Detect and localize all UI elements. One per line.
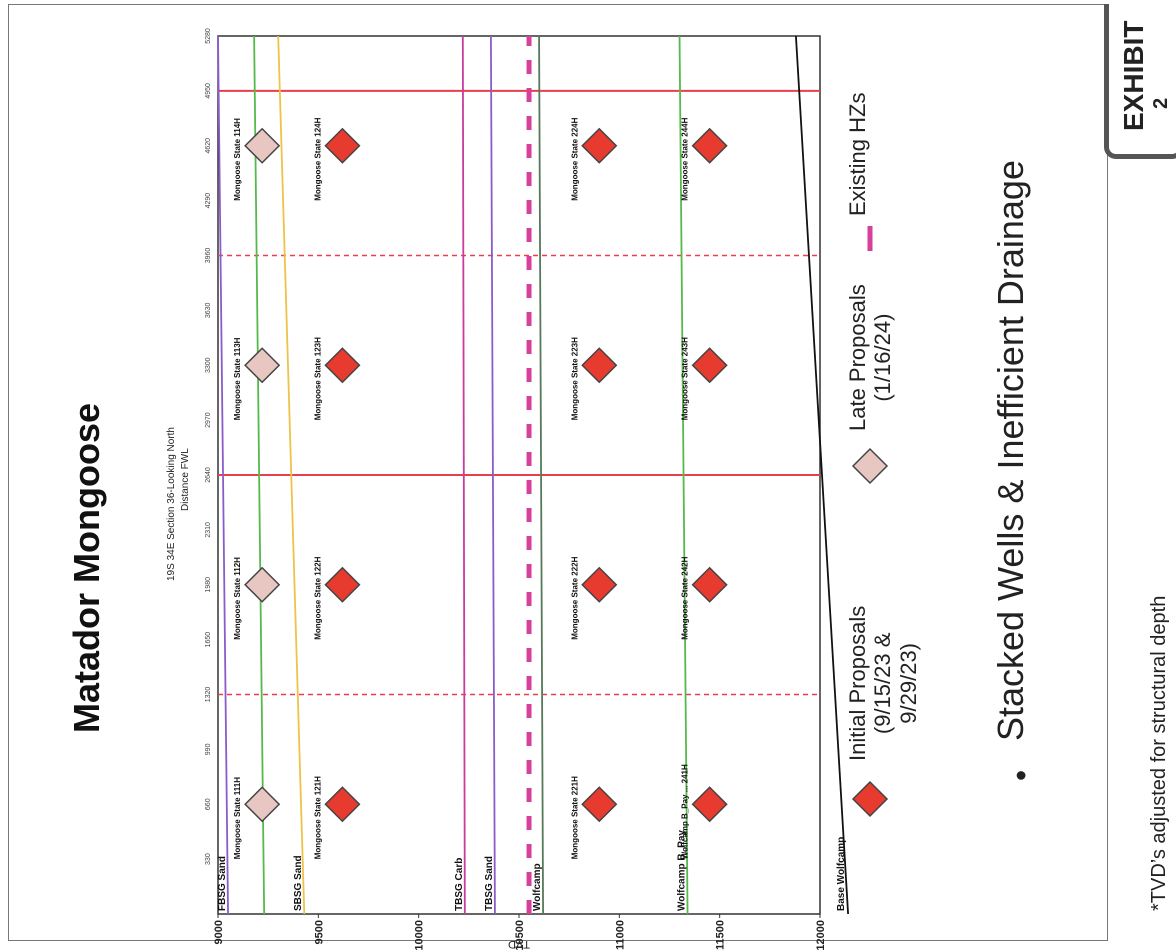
initial-proposal-marker [324, 786, 361, 823]
formation-line [217, 35, 229, 915]
well-label: Mongoose State 243H [681, 337, 690, 420]
x-tick-label: 990 [205, 743, 212, 755]
x-tick-label: 4950 [205, 83, 212, 99]
legend-late-marker [851, 447, 889, 485]
formation-line [795, 35, 849, 915]
well-label: Mongoose State 114H [233, 118, 242, 201]
late-proposal-marker [244, 566, 281, 603]
well-label: Mongoose State 112H [233, 557, 242, 640]
x-tick-label: 660 [205, 798, 212, 810]
initial-proposal-marker [324, 347, 361, 384]
initial-proposal-marker [324, 566, 361, 603]
well-label: Mongoose State 221H [570, 776, 579, 859]
well-label: Mongoose State 223H [570, 337, 579, 420]
late-proposal-marker [244, 127, 281, 164]
formation-line [277, 35, 306, 915]
y-tick-label: 11000 [614, 920, 626, 950]
legend-initial-line3: 9/29/23) [895, 642, 921, 724]
bullet-text: Stacked Wells & Inefficient Drainage [990, 160, 1031, 741]
x-tick-label: 4620 [205, 138, 212, 154]
well-label: Wolfcamp B_Pay ... 241H [681, 764, 690, 859]
formation-line [490, 35, 496, 915]
late-proposal-marker [244, 347, 281, 384]
x-tick-label: 3960 [205, 248, 212, 264]
legend-initial-proposals: Initial Proposals (9/15/23 & 9/29/23) [845, 606, 921, 761]
initial-proposal-marker [581, 566, 618, 603]
legend-initial-marker [851, 780, 889, 818]
y-tick-label: 10000 [414, 920, 426, 951]
y-tick-label: 9500 [313, 920, 325, 944]
x-tick-label: 4290 [205, 193, 212, 209]
bullet-dot: • [1003, 769, 1039, 781]
y-tick-label: 12000 [815, 920, 827, 951]
x-tick-label: 1320 [205, 687, 212, 703]
formation-line [461, 35, 466, 915]
initial-proposal-marker [691, 347, 728, 384]
formation-line [253, 35, 266, 915]
y-axis-label: TVD [508, 938, 530, 950]
well-label: Mongoose State 113H [233, 337, 242, 420]
formation-label: FBSG Sand [217, 856, 228, 911]
well-label: Mongoose State 242H [681, 556, 690, 639]
x-tick-label: 330 [205, 853, 212, 865]
well-label: Mongoose State 123H [313, 337, 322, 420]
x-tick-label: 3630 [205, 302, 212, 318]
y-tick-label: 10500 [514, 920, 526, 951]
x-tick-label: 5280 [205, 28, 212, 44]
exhibit-mark: 2 [1150, 97, 1172, 109]
late-proposal-marker [244, 786, 281, 823]
initial-proposal-marker [581, 127, 618, 164]
formation-line [678, 35, 689, 915]
well-label: Mongoose State 222H [570, 556, 579, 639]
x-tick-label: 3300 [205, 357, 212, 373]
well-label: Mongoose State 244H [681, 117, 690, 200]
initial-proposal-marker [324, 127, 361, 164]
initial-proposal-marker [581, 347, 618, 384]
formation-label: TBSG Sand [484, 856, 495, 911]
formation-label: TBSG Carb [454, 858, 465, 911]
x-tick-label: 1980 [205, 577, 212, 593]
well-label: Mongoose State 121H [313, 776, 322, 859]
well-label: Mongoose State 224H [570, 117, 579, 200]
well-label: Mongoose State 122H [313, 556, 322, 639]
legend-initial-line2: (9/15/23 & [870, 632, 896, 735]
initial-proposal-marker [691, 786, 728, 823]
initial-proposal-marker [691, 127, 728, 164]
well-label: Mongoose State 111H [233, 777, 242, 859]
formation-label: Wolfcamp B_Pay [676, 830, 687, 911]
y-tick-label: 9000 [213, 920, 225, 944]
legend-late-line1: Late Proposals [845, 284, 870, 431]
footnote: *TVD’s adjusted for structural depth [1148, 595, 1170, 911]
legend-initial-line1: Initial Proposals [845, 605, 870, 761]
y-tick-label: 11500 [715, 920, 727, 950]
x-tick-label: 2970 [205, 412, 212, 428]
page-frame [8, 4, 1108, 941]
exhibit-label: EXHIBIT [1118, 20, 1149, 131]
formation-label: Base Wolfcamp [836, 837, 847, 911]
legend-late-proposals: Late Proposals (1/16/24) [845, 284, 896, 431]
formation-label: Wolfcamp [532, 863, 543, 911]
legend-existing-hzs: Existing HZs [845, 92, 870, 216]
initial-proposal-marker [581, 786, 618, 823]
initial-proposal-marker [691, 566, 728, 603]
x-tick-label: 2640 [205, 467, 212, 483]
legend-late-line2: (1/16/24) [870, 313, 896, 402]
well-label: Mongoose State 124H [313, 117, 322, 200]
formation-label: SBSG Sand [293, 855, 304, 911]
x-tick-label: 1650 [205, 632, 212, 648]
x-tick-label: 2310 [205, 522, 212, 538]
formation-line [538, 35, 544, 915]
